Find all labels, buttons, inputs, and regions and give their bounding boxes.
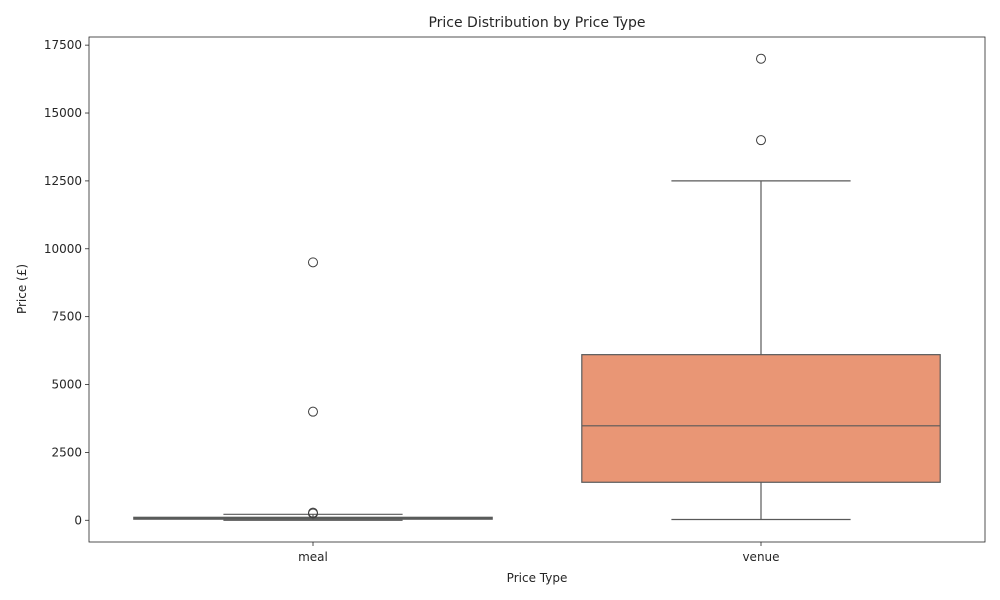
x-axis-label: Price Type <box>507 571 568 585</box>
box-iqr <box>581 354 941 483</box>
outlier-point <box>308 257 318 268</box>
outlier-point <box>756 53 766 64</box>
y-tick-label: 0 <box>74 513 82 527</box>
x-tick-label-meal: meal <box>298 550 328 564</box>
outlier-point <box>756 135 766 146</box>
y-tick-label: 15000 <box>44 106 82 120</box>
y-tick-label: 7500 <box>51 310 82 324</box>
y-axis-label: Price (£) <box>15 264 29 314</box>
outlier-point <box>308 508 318 519</box>
box-group-meal <box>133 257 493 521</box>
y-tick-label: 10000 <box>44 242 82 256</box>
y-tick-label: 12500 <box>44 174 82 188</box>
box-group-venue <box>581 53 941 521</box>
chart-title: Price Distribution by Price Type <box>428 15 645 31</box>
outlier-point <box>308 406 318 417</box>
x-axis: meal venue <box>298 542 780 564</box>
y-tick-label: 5000 <box>51 378 82 392</box>
y-tick-label: 17500 <box>44 38 82 52</box>
x-tick-label-venue: venue <box>742 550 779 564</box>
y-tick-label: 2500 <box>51 445 82 459</box>
plot-area <box>133 53 941 521</box>
y-axis: 0 2500 5000 7500 10000 12500 15000 17500 <box>44 38 89 527</box>
plot-frame <box>88 36 986 543</box>
